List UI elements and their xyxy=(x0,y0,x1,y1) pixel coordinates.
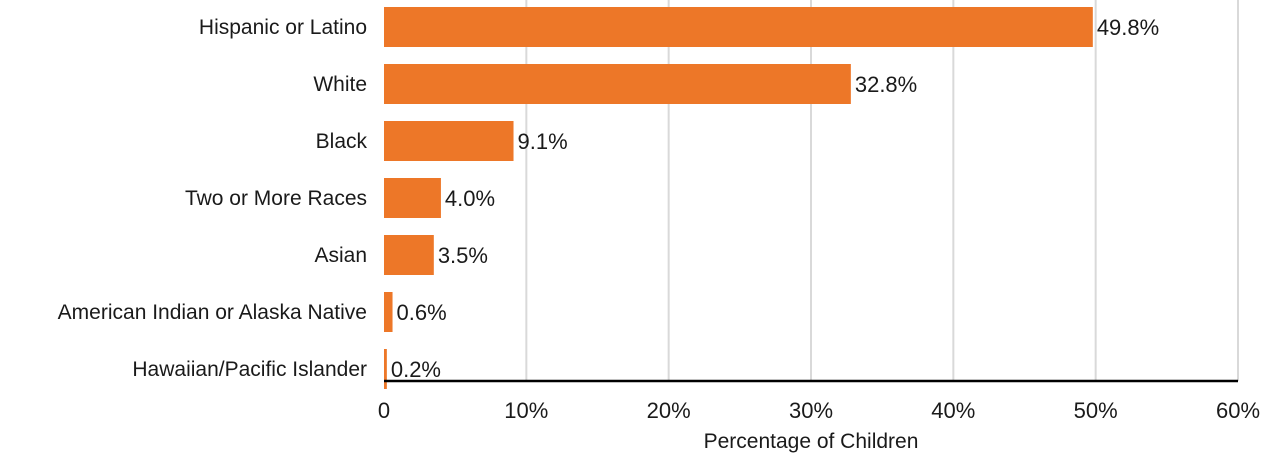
category-label: Hispanic or Latino xyxy=(199,16,367,39)
bars xyxy=(384,7,1093,389)
bar xyxy=(384,235,434,275)
x-tick-label: 50% xyxy=(1074,398,1118,423)
x-tick-label: 10% xyxy=(504,398,548,423)
x-tick-label: 20% xyxy=(647,398,691,423)
bar xyxy=(384,292,393,332)
category-label: Asian xyxy=(314,244,367,267)
data-label: 0.2% xyxy=(391,357,441,382)
bar xyxy=(384,178,441,218)
data-label: 9.1% xyxy=(518,129,568,154)
category-label: American Indian or Alaska Native xyxy=(58,301,367,324)
x-axis-title: Percentage of Children xyxy=(704,430,919,453)
data-label: 49.8% xyxy=(1097,15,1159,40)
data-label: 3.5% xyxy=(438,243,488,268)
data-label: 0.6% xyxy=(397,300,447,325)
x-tick-label: 60% xyxy=(1216,398,1260,423)
category-label: White xyxy=(313,73,367,96)
bar xyxy=(384,349,387,389)
x-tick-label: 40% xyxy=(931,398,975,423)
bar xyxy=(384,64,851,104)
value-labels: 49.8% 32.8% 9.1% 4.0% 3.5% 0.6% 0.2% xyxy=(391,15,1159,382)
bar xyxy=(384,7,1093,47)
category-label: Black xyxy=(316,130,368,153)
x-tick-label: 30% xyxy=(789,398,833,423)
data-label: 4.0% xyxy=(445,186,495,211)
gridlines xyxy=(525,0,1239,381)
category-label: Hawaiian/Pacific Islander xyxy=(132,358,367,381)
x-tick-labels: 0 10% 20% 30% 40% 50% 60% xyxy=(378,398,1260,423)
data-label: 32.8% xyxy=(855,72,917,97)
bar xyxy=(384,121,514,161)
category-labels: Hispanic or Latino White Black Two or More … xyxy=(58,16,368,381)
category-label: Two or More Races xyxy=(185,187,367,210)
x-tick-label: 0 xyxy=(378,398,390,423)
